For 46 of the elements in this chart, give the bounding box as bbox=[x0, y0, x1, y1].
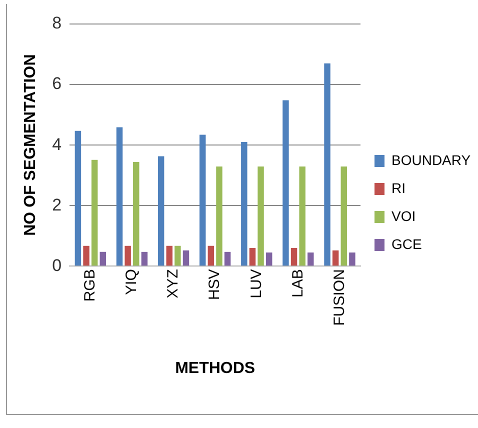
x-tick-label: YIQ bbox=[123, 269, 140, 295]
bar bbox=[83, 246, 90, 266]
bar bbox=[290, 248, 298, 266]
legend-label: GCE bbox=[392, 236, 422, 252]
y-axis-title: NO OF SEGMENTATION bbox=[22, 54, 40, 236]
bar bbox=[91, 160, 98, 266]
legend-label: VOI bbox=[392, 208, 416, 224]
y-tick-label: 4 bbox=[52, 134, 62, 154]
bar bbox=[282, 100, 289, 266]
bar bbox=[208, 246, 214, 266]
bar bbox=[100, 252, 106, 266]
bar bbox=[199, 134, 206, 266]
bar bbox=[174, 246, 181, 266]
y-tick-label: 8 bbox=[52, 14, 62, 33]
bar bbox=[158, 156, 164, 266]
bar bbox=[299, 166, 306, 266]
legend-label: BOUNDARY bbox=[392, 152, 472, 168]
x-tick-label: LAB bbox=[289, 269, 306, 298]
bar bbox=[340, 166, 347, 266]
y-tick-label: 2 bbox=[52, 195, 62, 214]
x-tick-label: HSV bbox=[206, 269, 224, 300]
bar bbox=[216, 166, 222, 266]
y-tick-label: 0 bbox=[52, 256, 62, 275]
bar bbox=[141, 252, 148, 266]
bar bbox=[224, 252, 231, 266]
legend-label: RI bbox=[392, 180, 406, 196]
bar bbox=[124, 246, 131, 266]
bar bbox=[324, 63, 330, 266]
bar bbox=[116, 127, 123, 266]
bar bbox=[249, 248, 256, 266]
bar bbox=[266, 252, 272, 266]
x-axis-title: METHODS bbox=[175, 360, 256, 377]
bar bbox=[74, 130, 82, 266]
bar bbox=[332, 250, 339, 266]
x-tick-label: FUSION bbox=[330, 269, 348, 326]
bar bbox=[349, 252, 356, 266]
bar bbox=[182, 250, 190, 266]
x-tick-label: LUV bbox=[248, 269, 265, 298]
x-tick-label: XYZ bbox=[164, 269, 182, 298]
bar bbox=[258, 166, 264, 266]
y-tick-label: 6 bbox=[52, 74, 62, 94]
bar bbox=[133, 162, 140, 266]
bar bbox=[308, 252, 314, 266]
bar bbox=[241, 142, 248, 266]
x-tick-label: RGB bbox=[82, 269, 99, 302]
bar bbox=[166, 246, 172, 266]
